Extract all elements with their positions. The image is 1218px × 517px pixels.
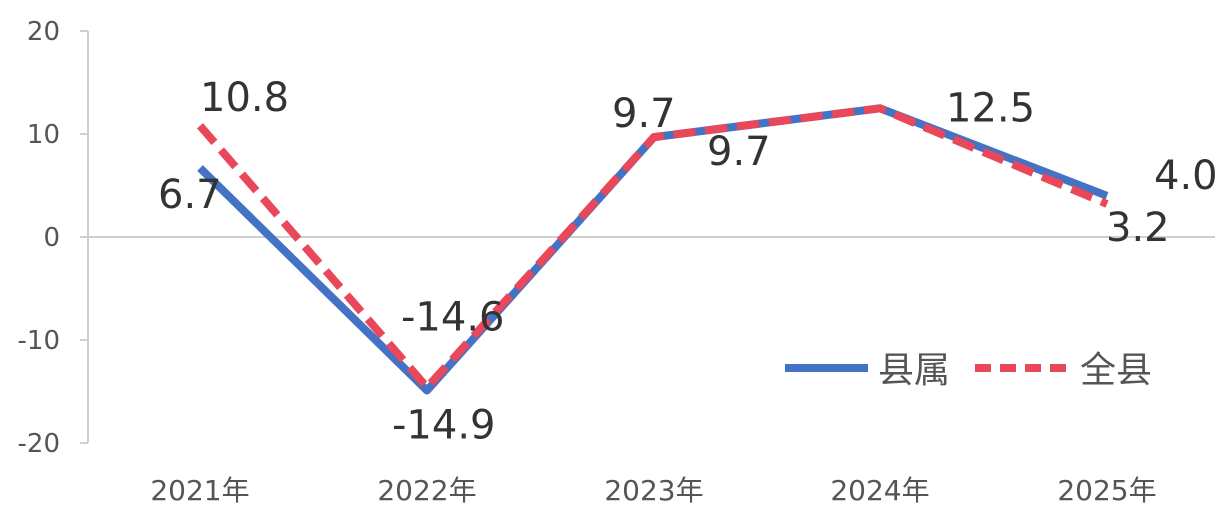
data-label-series-1: 9.7	[612, 91, 676, 137]
series-lines	[196, 104, 1109, 395]
data-label-series-1: 4.0	[1154, 153, 1218, 199]
data-label-series-2: 12.5	[946, 85, 1035, 131]
x-axis-ticks: 2021年 2022年 2023年 2024年 2025年	[150, 474, 1156, 507]
y-tick-label: 10	[27, 120, 60, 150]
data-label-series-2: 10.8	[200, 75, 289, 121]
data-label-series-2: 3.2	[1106, 205, 1170, 251]
x-tick-label: 2021年	[150, 474, 249, 507]
y-tick-label: 20	[27, 17, 60, 47]
y-tick-label: -10	[18, 326, 60, 356]
series-line-2	[196, 104, 1109, 392]
legend-label-series-2: 全县	[1080, 350, 1152, 391]
legend-label-series-1: 县属	[878, 350, 950, 391]
x-tick-label: 2024年	[830, 474, 929, 507]
data-label-series-1: -14.9	[392, 402, 496, 448]
y-axis-ticks: 20 10 0 -10 -20	[18, 17, 88, 459]
data-label-series-2: -14.6	[401, 294, 505, 340]
y-tick-label: 0	[43, 223, 60, 253]
x-tick-label: 2023年	[604, 474, 703, 507]
data-label-series-1: 6.7	[158, 172, 222, 218]
x-tick-label: 2022年	[377, 474, 476, 507]
data-label-series-2: 9.7	[707, 129, 771, 175]
y-tick-label: -20	[18, 429, 60, 459]
data-labels: 6.7 -14.9 9.7 4.0 10.8 -14.6 9.7 12.5 3.2	[158, 75, 1218, 449]
legend: 县属 全县	[785, 350, 1152, 391]
x-tick-label: 2025年	[1057, 474, 1156, 507]
